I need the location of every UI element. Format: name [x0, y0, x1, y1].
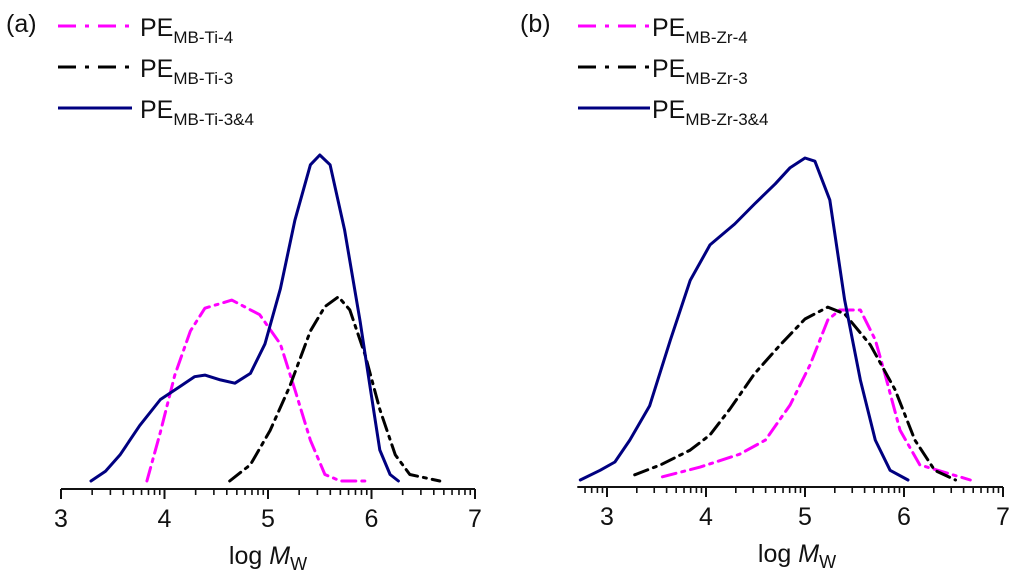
series-line-mb-ti-3and4	[89, 153, 400, 483]
legend-label: PEMB-Ti-4	[140, 14, 233, 47]
x-tick-label: 6	[365, 505, 379, 533]
x-tick-label: 4	[699, 503, 713, 531]
panel-label: (b)	[520, 10, 551, 38]
x-tick-label: 3	[600, 503, 614, 531]
x-tick-label: 3	[54, 505, 68, 533]
x-tick-label: 5	[798, 503, 812, 531]
panel-label: (a)	[6, 10, 37, 38]
series-line-mb-ti-4	[145, 298, 367, 483]
x-tick-label: 5	[261, 505, 275, 533]
series-line-mb-zr-4	[660, 308, 972, 482]
legend-label: PEMB-Zr-3&4	[652, 96, 768, 129]
x-tick-label: 4	[158, 505, 172, 533]
x-tick-label: 7	[996, 503, 1010, 531]
panel-a: 3 4 5 6 7 log MW (a) PEMB-Ti-4 PEMB-Ti-3 PEMB-Ti-…	[6, 10, 482, 574]
series-line-mb-zr-3	[633, 305, 957, 482]
series-line-mb-zr-3and4	[578, 156, 910, 482]
x-axis-label: log MW	[758, 540, 836, 572]
series-line-mb-ti-3	[228, 295, 442, 483]
legend-label: PEMB-Zr-3	[652, 55, 748, 88]
legend-label: PEMB-Zr-4	[652, 14, 748, 47]
x-axis-label: log MW	[229, 542, 307, 574]
legend-label: PEMB-Ti-3&4	[140, 96, 254, 129]
panel-b: 3 4 5 6 7 log MW (b) PEMB-Zr-4 PEMB-Zr-3 PEMB-Zr-…	[520, 10, 1010, 572]
x-tick-label: 6	[897, 503, 911, 531]
legend-label: PEMB-Ti-3	[140, 55, 233, 88]
x-tick-label: 7	[468, 505, 482, 533]
